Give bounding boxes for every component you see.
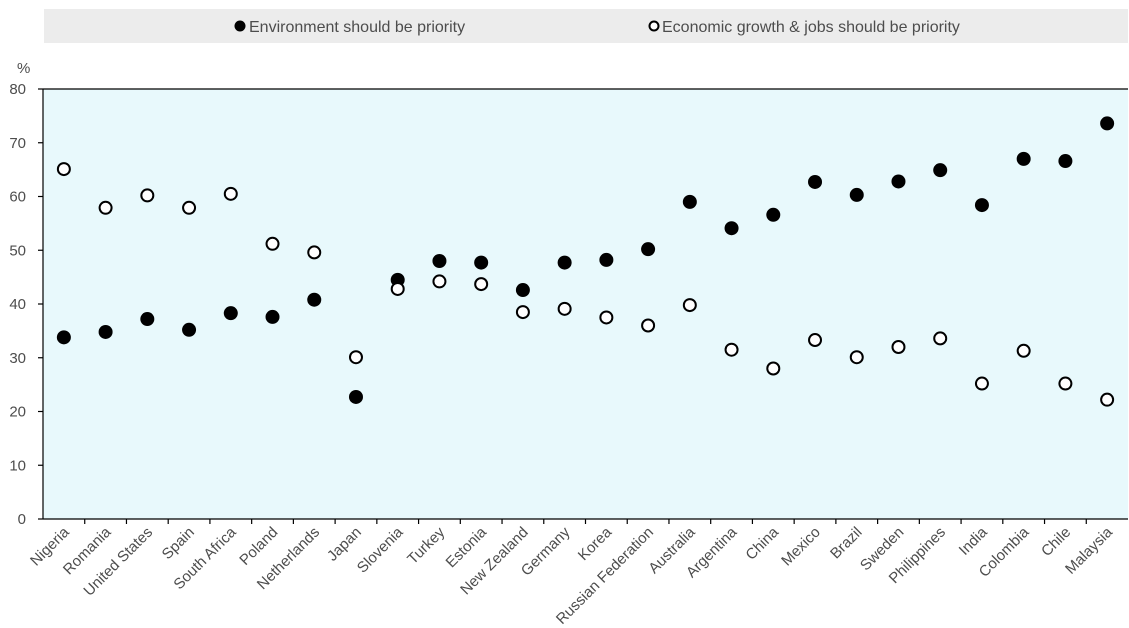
legend-item-environment: Environment should be priority <box>234 19 465 36</box>
economic-priority-point <box>432 274 447 289</box>
x-category-label: Spain <box>159 524 198 563</box>
x-category-label: China <box>742 523 782 563</box>
economic-priority-point <box>808 333 823 348</box>
economic-priority-point <box>98 200 113 215</box>
environment-priority-point <box>1058 154 1073 169</box>
economic-priority-point <box>56 162 71 177</box>
environment-priority-point <box>140 312 155 327</box>
y-tick-label: 70 <box>9 135 26 152</box>
environment-priority-point <box>432 254 447 268</box>
environment-priority-point <box>766 207 781 222</box>
economic-priority-point <box>1058 376 1073 391</box>
x-category-label: Slovenia <box>354 523 407 576</box>
economic-priority-point <box>515 305 530 320</box>
plot-area <box>43 89 1128 519</box>
x-category-label: Malaysia <box>1062 523 1116 577</box>
environment-priority-point <box>515 283 530 298</box>
economic-priority-point <box>140 188 155 203</box>
legend-marker-filled-icon <box>234 20 246 32</box>
x-category-label: Turkey <box>404 523 448 567</box>
economic-priority-point <box>974 376 989 391</box>
economic-priority-point <box>557 301 572 316</box>
economic-priority-point <box>641 318 656 333</box>
y-tick-label: 10 <box>9 457 26 474</box>
economic-priority-point <box>599 310 614 325</box>
economic-priority-point <box>348 350 363 365</box>
environment-priority-point <box>1100 116 1115 131</box>
y-tick-label: 60 <box>9 189 26 206</box>
economic-priority-point <box>265 236 280 251</box>
legend: Environment should be priority Economic … <box>44 9 1128 43</box>
environment-priority-point <box>599 252 614 267</box>
environment-priority-point <box>307 292 322 307</box>
economic-priority-point <box>682 298 697 313</box>
environment-priority-point <box>98 324 113 339</box>
legend-background <box>44 9 1128 43</box>
x-category-label: Brazil <box>827 524 866 563</box>
environment-priority-point <box>808 174 823 189</box>
environment-priority-point <box>56 330 71 345</box>
environment-priority-point <box>933 163 948 178</box>
y-axis-unit-label: % <box>17 60 30 77</box>
y-tick-label: 80 <box>9 81 26 98</box>
markers <box>56 116 1115 407</box>
x-ticks <box>84 519 1087 524</box>
economic-priority-point <box>223 186 238 201</box>
environment-priority-point <box>348 389 363 404</box>
y-tick-label: 50 <box>9 242 26 259</box>
economic-priority-point <box>307 245 322 260</box>
economic-priority-point <box>474 277 489 292</box>
y-tick-label: 40 <box>9 296 26 313</box>
economic-priority-point <box>182 200 197 215</box>
economic-priority-point <box>766 361 781 376</box>
environment-priority-point <box>849 187 864 202</box>
environment-priority-point <box>682 194 697 209</box>
legend-item-economy: Economic growth & jobs should be priorit… <box>648 19 960 36</box>
environment-priority-point <box>474 255 489 270</box>
environment-priority-point <box>265 309 280 324</box>
economic-priority-point <box>1016 343 1031 358</box>
economic-priority-point <box>891 340 906 354</box>
economic-priority-point <box>1100 392 1115 407</box>
environment-priority-point <box>1016 151 1031 166</box>
environment-priority-point <box>974 198 989 213</box>
economic-priority-point <box>933 331 948 346</box>
x-category-label: India <box>956 523 991 558</box>
y-tick-label: 20 <box>9 404 26 421</box>
y-tick-label: 0 <box>18 511 26 528</box>
y-ticks: 0 10 20 30 40 50 60 70 80 <box>9 81 43 528</box>
x-category-label: Mexico <box>778 524 824 570</box>
environment-priority-point <box>891 174 906 189</box>
environment-priority-point <box>724 221 739 236</box>
environment-priority-point <box>182 322 197 337</box>
economic-priority-point <box>390 281 405 296</box>
environment-priority-point <box>223 306 238 321</box>
economic-priority-point <box>724 342 739 357</box>
environment-priority-point <box>641 242 656 257</box>
legend-marker-hollow-icon <box>648 20 660 32</box>
legend-label-economy: Economic growth & jobs should be priorit… <box>662 19 960 36</box>
economic-priority-point <box>849 350 864 365</box>
environment-priority-point <box>557 255 572 270</box>
legend-label-environment: Environment should be priority <box>249 19 465 36</box>
y-tick-label: 30 <box>9 350 26 367</box>
x-category-label: Chile <box>1038 524 1074 560</box>
